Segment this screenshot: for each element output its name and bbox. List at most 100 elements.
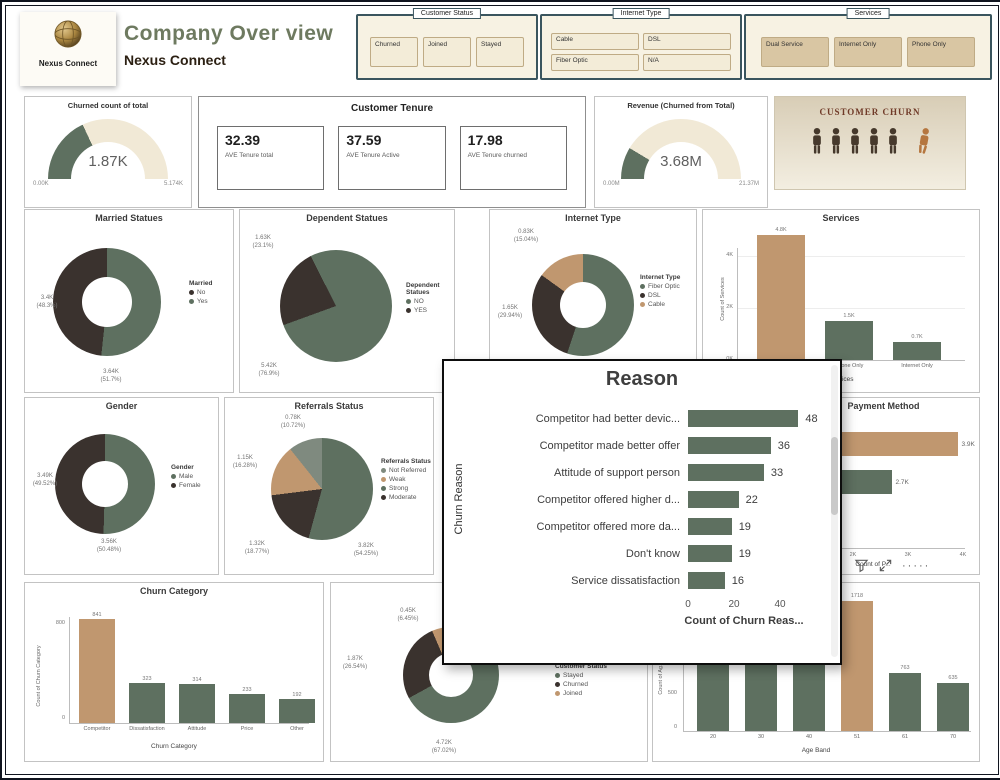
more-options-icon[interactable]: ····· <box>902 559 931 572</box>
legend-item[interactable]: Weak <box>381 476 431 483</box>
legend-item[interactable]: Male <box>171 473 201 480</box>
data-label: 1.65K (29.94%) <box>497 305 523 320</box>
bar[interactable] <box>179 684 215 723</box>
bar[interactable] <box>757 235 805 360</box>
person-icon <box>831 127 840 154</box>
legend-item[interactable]: Strong <box>381 485 431 492</box>
x-axis-title: Count of Churn Reas... <box>684 615 804 627</box>
slicer-button-cable[interactable]: Cable <box>551 33 639 50</box>
legend-item[interactable]: Cable <box>640 301 680 308</box>
slicer-button-churned[interactable]: Churned <box>370 37 418 67</box>
slicer-button-dual-service[interactable]: Dual Service <box>761 37 829 67</box>
focus-mode-icon[interactable] <box>878 558 893 573</box>
bar[interactable] <box>279 699 315 723</box>
legend: Customer Status Stayed Churned Joined <box>555 663 608 697</box>
legend-item[interactable]: Churned <box>555 681 607 688</box>
tenure-label: AVE Tenure churned <box>467 152 528 159</box>
x-axis-title: Age Band <box>801 747 831 754</box>
gauge-max: 5.174K <box>163 181 183 187</box>
slicer-button-joined[interactable]: Joined <box>423 37 471 67</box>
bar[interactable] <box>688 464 764 481</box>
legend-item[interactable]: Not Referred <box>381 467 431 474</box>
gauge-arc <box>48 119 168 179</box>
bar[interactable] <box>229 694 265 723</box>
bar[interactable] <box>688 410 799 427</box>
bar[interactable] <box>688 491 739 508</box>
slicer-button-fiber-optic[interactable]: Fiber Optic <box>551 54 639 71</box>
gauge-arc <box>621 119 741 179</box>
bar[interactable] <box>79 618 115 723</box>
slicer-button-phone-only[interactable]: Phone Only <box>907 37 975 67</box>
person-icon <box>812 127 821 154</box>
legend: Gender Male Female <box>171 464 201 489</box>
slicer-button-stayed[interactable]: Stayed <box>476 37 524 67</box>
slicer-services: Services Dual Service Internet Only Phon… <box>744 8 992 80</box>
bar-row: Don't know 19 <box>468 540 751 567</box>
bar[interactable] <box>688 518 732 535</box>
bar-row: Competitor offered higher d... 22 <box>468 486 758 513</box>
married-status-chart: Married Statues 3.4K (48.3%) 3.64K (51.7%)… <box>24 209 234 393</box>
filter-icon[interactable] <box>854 558 869 573</box>
gauge-max: 21.37M <box>738 181 759 187</box>
donut-chart[interactable] <box>532 254 634 356</box>
legend-item[interactable]: DSL <box>640 292 680 299</box>
bar[interactable] <box>937 682 969 731</box>
gauge-value: 1.87K <box>88 153 128 170</box>
slicer-button-internet-only[interactable]: Internet Only <box>834 37 902 67</box>
tenure-card-active: 37.59 AVE Tenure Active <box>338 126 446 190</box>
pie-chart[interactable] <box>271 438 373 540</box>
bar[interactable] <box>688 572 725 589</box>
page-title: Company Over view <box>124 22 334 45</box>
tenure-value: 17.98 <box>467 132 503 148</box>
bar[interactable] <box>688 545 732 562</box>
chart-title: Married Statues <box>95 213 163 223</box>
person-icon <box>850 127 859 154</box>
data-label: 3.49K (49.52%) <box>32 473 58 488</box>
slicer-internet-type: Internet Type Cable DSL Fiber Optic N/A <box>540 8 742 80</box>
gauge-title: Revenue (Churned from Total) <box>627 101 735 110</box>
bar[interactable] <box>825 321 873 360</box>
legend-item[interactable]: YES <box>406 307 454 314</box>
legend-item[interactable]: Female <box>171 482 201 489</box>
tenure-label: AVE Tenure total <box>225 152 274 159</box>
legend-item[interactable]: Moderate <box>381 494 431 501</box>
chart-title: Internet Type <box>565 213 621 223</box>
legend-item[interactable]: Yes <box>189 298 212 305</box>
gauge-min: 0.00K <box>33 181 49 187</box>
y-axis-title: Count of Services <box>720 277 726 321</box>
legend-item[interactable]: NO <box>406 298 454 305</box>
legend-item[interactable]: No <box>189 289 212 296</box>
bar[interactable] <box>129 682 165 723</box>
data-label: 1.87K (26.54%) <box>342 656 368 671</box>
data-label: 0.83K (15.04%) <box>513 229 539 244</box>
scrollbar-thumb[interactable] <box>831 437 838 515</box>
gauge-title: Churned count of total <box>67 101 149 110</box>
legend-item[interactable]: Stayed <box>555 672 607 679</box>
chart-title: Churn Category <box>139 586 208 596</box>
donut-chart[interactable] <box>53 248 161 356</box>
bar[interactable] <box>688 437 771 454</box>
slicer-button-na[interactable]: N/A <box>643 54 731 71</box>
logo-text: Nexus Connect <box>38 59 98 68</box>
donut-chart[interactable] <box>55 434 155 534</box>
dependent-status-chart: Dependent Statues 1.63K (23.1%) 5.42K (76.… <box>239 209 455 393</box>
slicer-button-dsl[interactable]: DSL <box>643 33 731 50</box>
tenure-card-total: 32.39 AVE Tenure total <box>217 126 325 190</box>
chart-title: Gender <box>105 401 138 411</box>
bar[interactable] <box>841 600 873 731</box>
data-label: 3.56K (50.48%) <box>96 539 122 554</box>
churn-people-illustration <box>775 127 965 155</box>
bar[interactable] <box>893 341 941 360</box>
legend-item[interactable]: Fiber Optic <box>640 283 680 290</box>
data-label: 5.42K (76.9%) <box>258 363 280 378</box>
bar-row: Competitor offered more da... 19 <box>468 513 751 540</box>
bar[interactable] <box>889 673 921 731</box>
gender-chart: Gender 3.49K (49.52%) 3.56K (50.48%) Gende… <box>24 397 219 575</box>
pie-chart[interactable] <box>280 250 392 362</box>
bar-row: Service dissatisfaction 16 <box>468 567 744 594</box>
person-icon <box>888 127 897 154</box>
legend-item[interactable]: Joined <box>555 690 607 697</box>
data-label: 1.15K (16.28%) <box>232 455 258 470</box>
tenure-value: 37.59 <box>346 132 382 148</box>
bar[interactable] <box>697 655 729 731</box>
